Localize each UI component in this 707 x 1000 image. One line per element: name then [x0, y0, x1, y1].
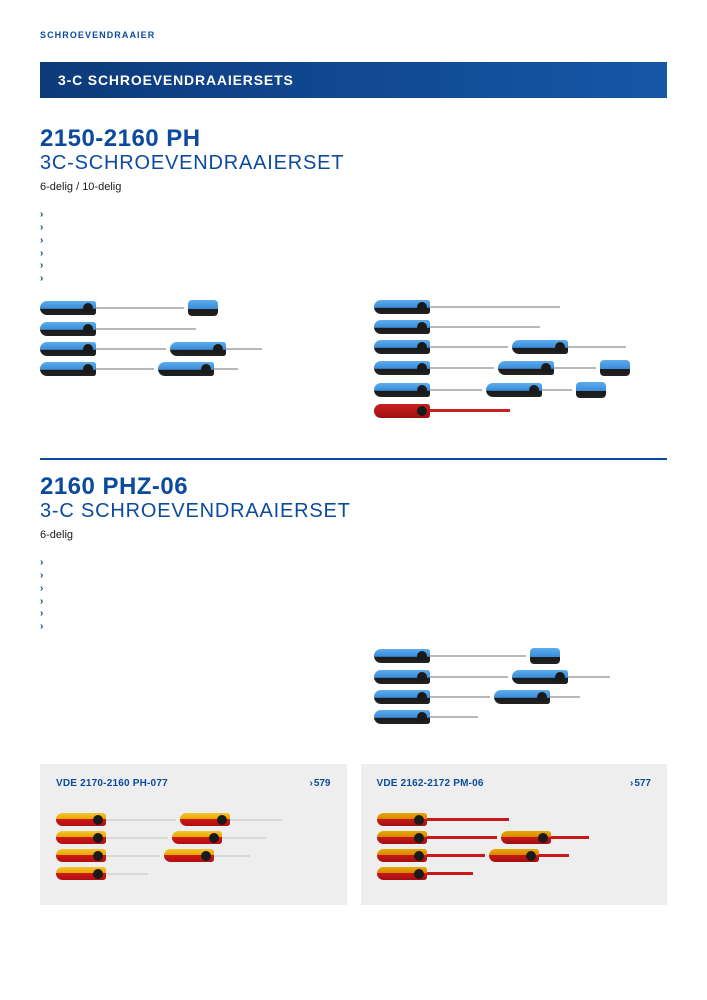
screwdriver-stub-icon — [576, 382, 606, 398]
screwdriver-icon — [512, 670, 610, 684]
bullet-item: . — [40, 619, 667, 632]
tool-row — [56, 813, 331, 826]
product-image-row — [40, 300, 667, 418]
screwdriver-icon — [374, 710, 478, 724]
screwdriver-icon — [374, 320, 540, 334]
section-banner: 3-C SCHROEVENDRAAIERSETS — [40, 62, 667, 98]
tool-row — [40, 362, 334, 376]
tool-row — [374, 382, 668, 398]
bullet-item: . — [40, 233, 667, 246]
screwdriver-icon — [374, 670, 508, 684]
screwdriver-icon — [377, 867, 473, 880]
product-bullets: ...... — [40, 207, 667, 284]
tool-row — [374, 670, 668, 684]
bullet-item: . — [40, 258, 667, 271]
tool-row — [374, 320, 668, 334]
screwdriver-icon — [494, 690, 580, 704]
tool-row — [377, 831, 652, 844]
screwdriver-icon — [40, 322, 196, 336]
screwdriver-stub-icon — [530, 648, 560, 664]
screwdriver-icon — [164, 849, 250, 862]
screwdriver-icon — [374, 649, 526, 663]
screwdriver-icon — [498, 361, 596, 375]
promo-page-ref[interactable]: 579 — [309, 778, 330, 789]
tool-row — [377, 867, 652, 880]
tool-row — [40, 300, 334, 316]
product-subtitle: 6-delig / 10-delig — [40, 181, 667, 193]
divider-rule — [40, 458, 667, 460]
tool-row — [374, 300, 668, 314]
tool-row — [374, 340, 668, 354]
promo-card[interactable]: VDE 2162-2172 PM-06 577 — [361, 764, 668, 905]
screwdriver-icon — [180, 813, 282, 826]
tool-set-6pc — [40, 300, 334, 376]
promo-name: VDE 2170-2160 PH-077 — [56, 778, 168, 789]
screwdriver-icon — [486, 383, 572, 397]
screwdriver-icon — [172, 831, 266, 844]
product-2160-phz-06: 2160 PHZ-06 3-C SCHROEVENDRAAIERSET 6-de… — [40, 474, 667, 724]
product-title: 3-C SCHROEVENDRAAIERSET — [40, 500, 667, 523]
bullet-item: . — [40, 581, 667, 594]
tool-row — [56, 867, 331, 880]
screwdriver-icon — [512, 340, 626, 354]
tool-row — [374, 648, 668, 664]
screwdriver-icon — [374, 340, 508, 354]
tool-row — [374, 690, 668, 704]
promo-card[interactable]: VDE 2170-2160 PH-077 579 — [40, 764, 347, 905]
screwdriver-icon — [374, 404, 510, 418]
tool-set-10pc — [374, 300, 668, 418]
product-title: 3C-SCHROEVENDRAAIERSET — [40, 152, 667, 175]
promo-name: VDE 2162-2172 PM-06 — [377, 778, 484, 789]
screwdriver-icon — [374, 690, 490, 704]
bullet-item: . — [40, 220, 667, 233]
bullet-item: . — [40, 271, 667, 284]
screwdriver-icon — [374, 300, 560, 314]
tool-row — [40, 322, 334, 336]
tool-row — [377, 849, 652, 862]
screwdriver-icon — [56, 867, 148, 880]
screwdriver-icon — [56, 849, 160, 862]
screwdriver-icon — [40, 301, 184, 315]
product-code: 2160 PHZ-06 — [40, 474, 667, 500]
screwdriver-icon — [501, 831, 589, 844]
product-code: 2150-2160 PH — [40, 126, 667, 152]
bullet-item: . — [40, 555, 667, 568]
promo-row: VDE 2170-2160 PH-077 579 VDE 2162-2172 P… — [40, 764, 667, 905]
promo-image — [377, 801, 652, 893]
screwdriver-icon — [158, 362, 238, 376]
promo-image — [56, 801, 331, 893]
product-bullets: ...... — [40, 555, 667, 632]
bullet-item: . — [40, 594, 667, 607]
breadcrumb: SCHROEVENDRAAIER — [40, 30, 667, 40]
screwdriver-icon — [377, 849, 485, 862]
tool-row — [374, 360, 668, 376]
screwdriver-stub-icon — [188, 300, 218, 316]
tool-row — [377, 813, 652, 826]
screwdriver-icon — [374, 361, 494, 375]
tool-set-6pc — [374, 648, 668, 724]
screwdriver-icon — [489, 849, 569, 862]
screwdriver-stub-icon — [600, 360, 630, 376]
screwdriver-icon — [170, 342, 262, 356]
screwdriver-icon — [40, 342, 166, 356]
screwdriver-icon — [377, 831, 497, 844]
product-2150-2160-ph: 2150-2160 PH 3C-SCHROEVENDRAAIERSET 6-de… — [40, 126, 667, 418]
bullet-item: . — [40, 606, 667, 619]
product-subtitle: 6-delig — [40, 529, 667, 541]
tool-row — [374, 404, 668, 418]
bullet-item: . — [40, 246, 667, 259]
tool-row — [56, 849, 331, 862]
screwdriver-icon — [40, 362, 154, 376]
promo-page-ref[interactable]: 577 — [630, 778, 651, 789]
screwdriver-icon — [377, 813, 509, 826]
screwdriver-icon — [56, 813, 176, 826]
tool-row — [40, 342, 334, 356]
screwdriver-icon — [374, 383, 482, 397]
bullet-item: . — [40, 207, 667, 220]
screwdriver-icon — [56, 831, 168, 844]
bullet-item: . — [40, 568, 667, 581]
product-image-row — [40, 648, 667, 724]
tool-row — [374, 710, 668, 724]
tool-row — [56, 831, 331, 844]
